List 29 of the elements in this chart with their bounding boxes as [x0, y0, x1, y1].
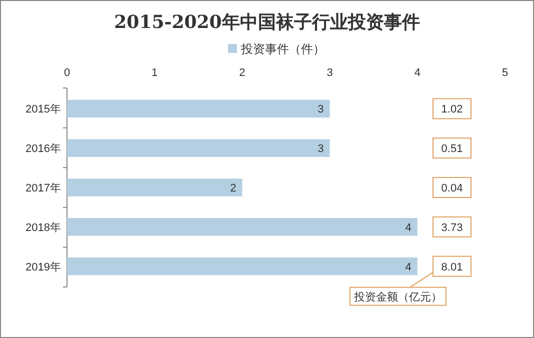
annotation: 3.73	[441, 222, 463, 234]
x-tick-label: 3	[326, 67, 333, 79]
text: 投资金额（亿元）	[353, 290, 442, 304]
data-label: 4	[405, 222, 412, 234]
bar	[67, 218, 418, 236]
bar	[67, 100, 330, 118]
annotation: 1.02	[441, 104, 463, 116]
y-tick-label: 2018年	[26, 222, 61, 234]
x-tick-label: 1	[152, 67, 158, 79]
x-tick-label: 2	[239, 67, 246, 79]
annotation: 0.51	[441, 143, 463, 156]
x-tick-label: 5	[502, 67, 508, 79]
annotation: 0.04	[441, 182, 463, 194]
bar	[67, 257, 418, 276]
x-tick-label: 0	[64, 67, 70, 79]
legend-label: 投资事件（件）	[240, 42, 325, 56]
annotation: 8.01	[441, 261, 463, 274]
y-tick-label: 2017年	[26, 182, 61, 194]
y-tick-label: 2019年	[26, 261, 61, 274]
data-label: 3	[318, 143, 324, 156]
x-tick-label: 4	[414, 67, 420, 79]
data-label: 4	[405, 261, 412, 274]
bar	[67, 139, 330, 157]
bar	[67, 178, 242, 196]
y-tick-label: 2016年	[26, 143, 61, 156]
data-label: 2	[230, 182, 236, 194]
y-tick-label: 2015年	[26, 104, 61, 116]
chart-title: 2015-2020年中国袜子行业投资事件	[114, 12, 420, 33]
data-label: 3	[318, 104, 324, 116]
